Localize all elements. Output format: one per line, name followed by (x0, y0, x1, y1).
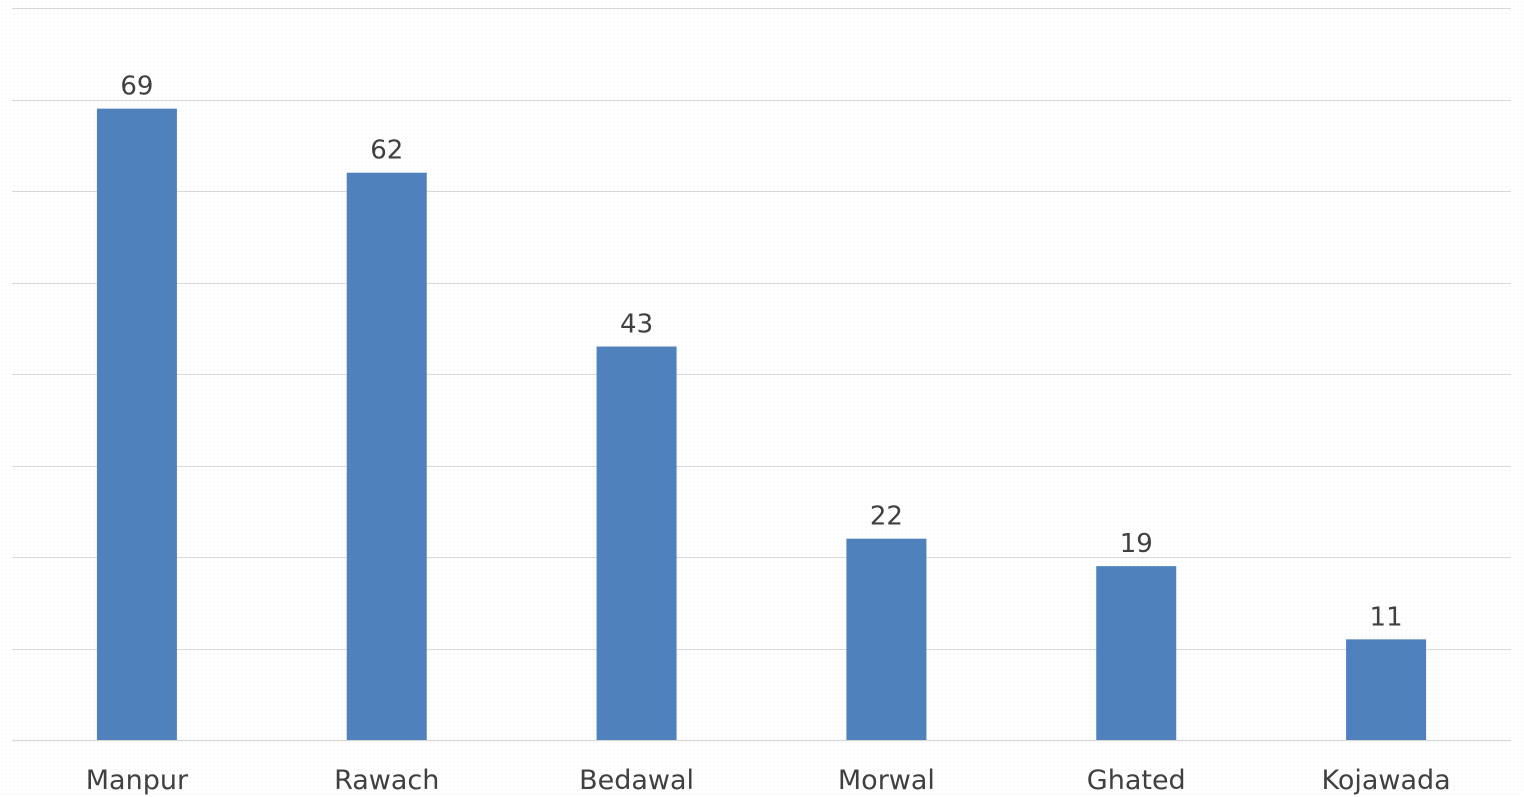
gridlines (12, 8, 1511, 742)
data-label-rawach: 62 (370, 136, 403, 166)
data-labels: 69 62 43 22 19 11 (120, 72, 1402, 633)
bar-rawach (346, 172, 427, 740)
x-tick-label-kojawada: Kojawada (1321, 765, 1450, 796)
bar-manpur (96, 108, 177, 740)
data-label-bedawal: 43 (620, 310, 653, 340)
data-label-kojawada: 11 (1370, 602, 1403, 632)
x-axis-tick-labels: Manpur Rawach Bedawal Morwal Ghated Kojawada (86, 765, 1451, 796)
x-tick-label-rawach: Rawach (334, 765, 439, 796)
x-tick-label-manpur: Manpur (86, 765, 189, 796)
data-label-manpur: 69 (120, 72, 153, 102)
data-label-ghated: 19 (1120, 529, 1153, 559)
x-tick-label-morwal: Morwal (838, 765, 935, 796)
bar-bedawal (596, 346, 677, 740)
data-label-morwal: 22 (870, 502, 903, 532)
bars (96, 108, 1427, 740)
bar-ghated (1096, 566, 1177, 740)
bar-morwal (846, 538, 927, 740)
x-tick-label-bedawal: Bedawal (579, 765, 694, 796)
x-tick-label-ghated: Ghated (1087, 765, 1186, 796)
bar-kojawada (1346, 639, 1427, 740)
